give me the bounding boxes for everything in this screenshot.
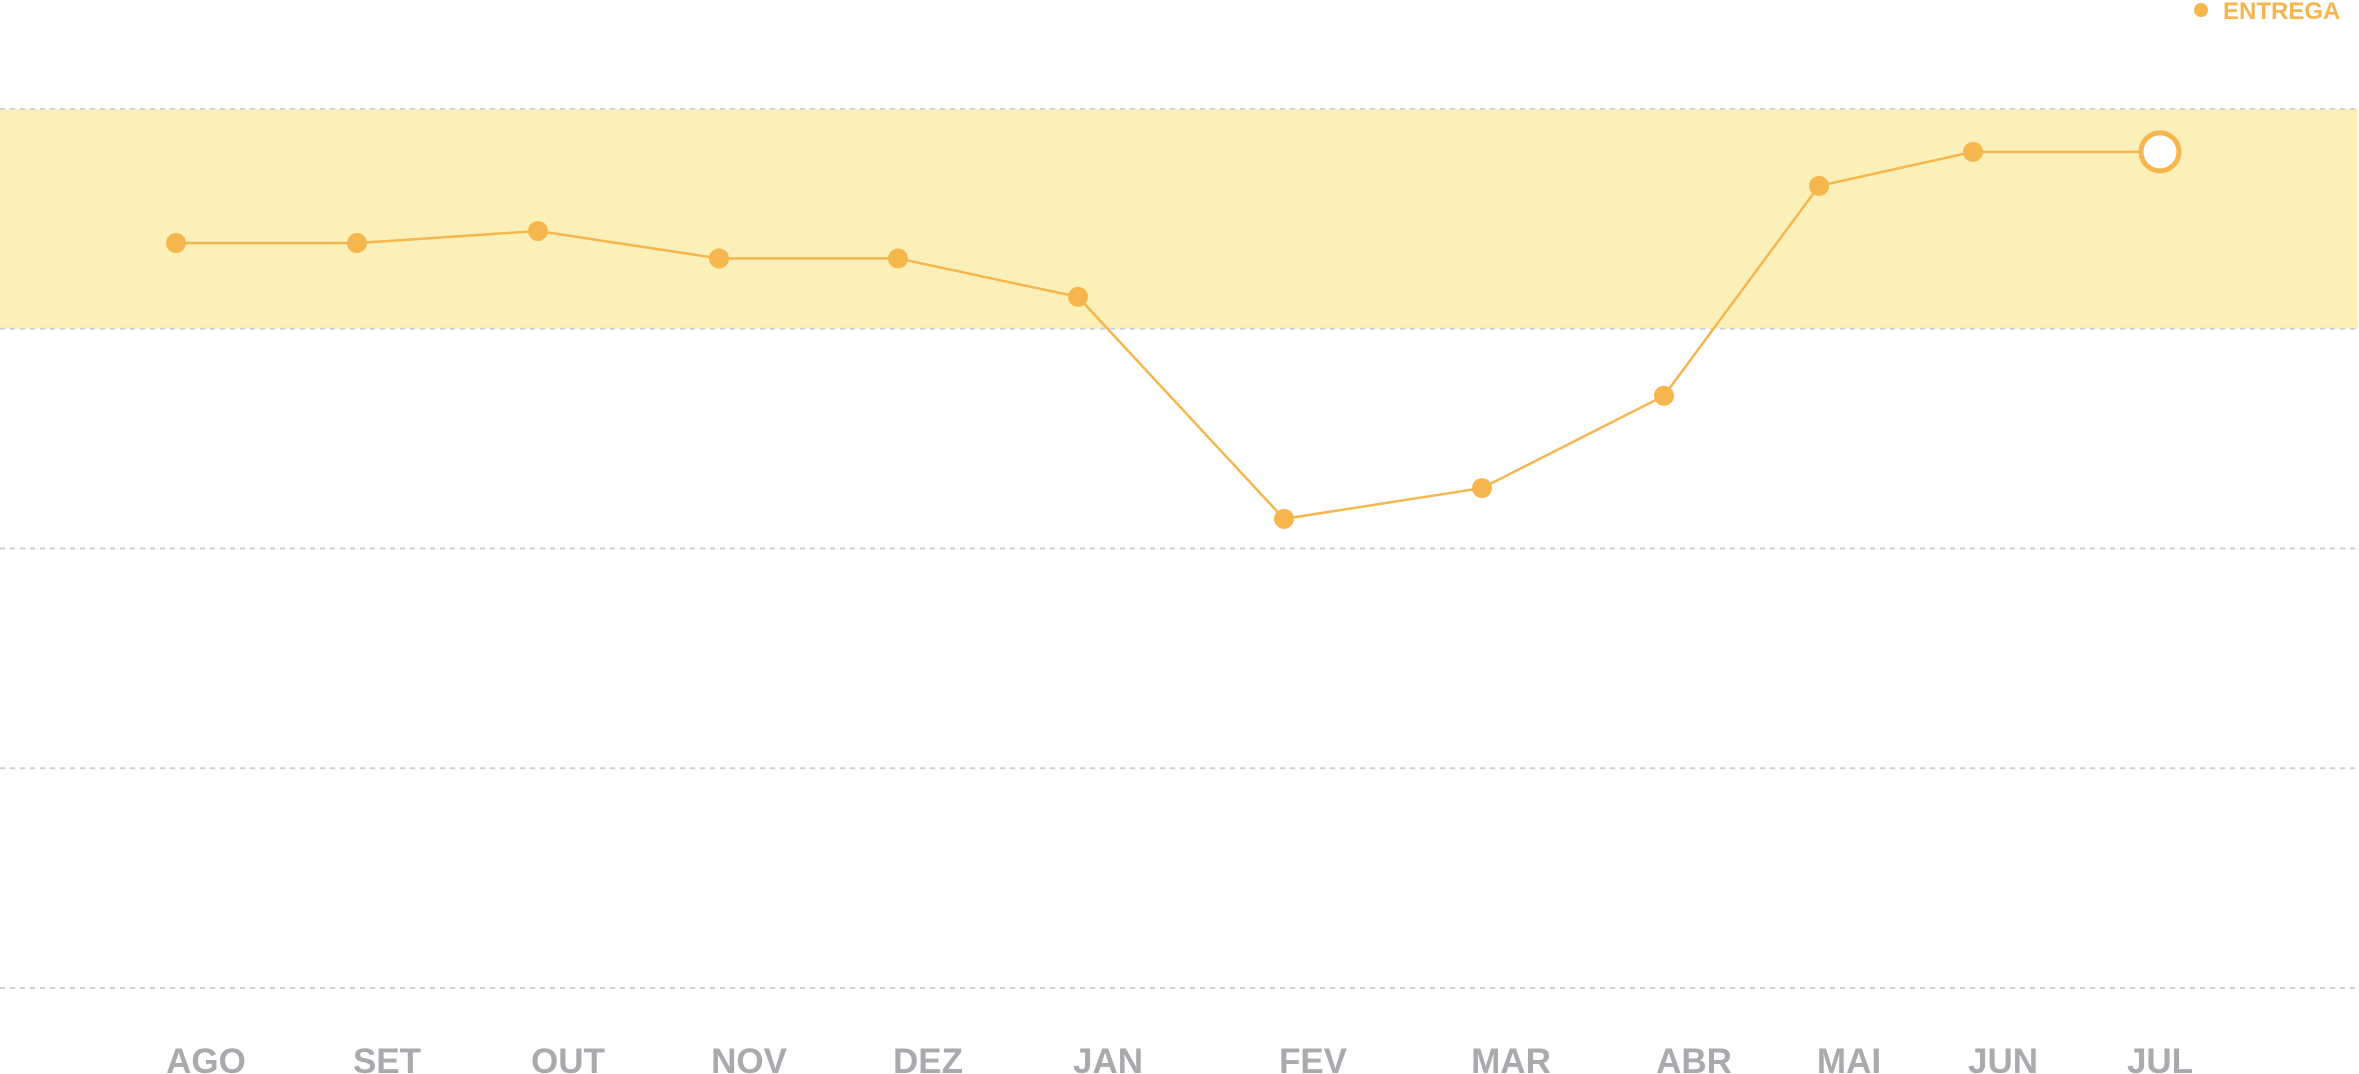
- data-point[interactable]: [709, 248, 729, 269]
- data-point[interactable]: [1068, 286, 1088, 307]
- data-point[interactable]: [1274, 508, 1294, 529]
- x-tick-label: MAR: [1471, 1042, 1551, 1074]
- x-tick-label: OUT: [531, 1042, 605, 1074]
- x-tick-label: FEV: [1279, 1042, 1348, 1074]
- x-tick-label: DEZ: [893, 1042, 963, 1074]
- x-tick-label: JUN: [1968, 1042, 2038, 1074]
- x-tick-label: NOV: [711, 1042, 788, 1074]
- legend-dot: [2194, 3, 2208, 17]
- x-tick-label: ABR: [1656, 1042, 1732, 1074]
- x-tick-label: SET: [353, 1042, 421, 1074]
- legend-label: ENTREGA: [2223, 0, 2340, 25]
- x-tick-label: MAI: [1817, 1042, 1881, 1074]
- target-band-layer: [0, 109, 2358, 329]
- data-point[interactable]: [528, 220, 548, 241]
- x-tick-label: JUL: [2127, 1042, 2193, 1074]
- legend: ENTREGA: [2194, 0, 2340, 25]
- data-point-current[interactable]: [2138, 130, 2182, 174]
- x-axis: AGO SET OUT NOV DEZ JAN FEV MAR ABR MAI JUN JUL: [166, 1042, 2193, 1074]
- gridlines: [0, 108, 2358, 989]
- data-point[interactable]: [1472, 478, 1492, 499]
- data-point[interactable]: [1963, 141, 1983, 162]
- target-band: [0, 109, 2358, 329]
- x-tick-label: JAN: [1073, 1042, 1143, 1074]
- data-point[interactable]: [888, 248, 908, 269]
- series-layer: [166, 130, 2182, 529]
- data-point[interactable]: [1809, 175, 1829, 196]
- x-tick-label: AGO: [166, 1042, 246, 1074]
- data-point[interactable]: [166, 233, 186, 254]
- series-line: [176, 150, 2160, 521]
- data-point[interactable]: [1654, 385, 1674, 406]
- data-point[interactable]: [347, 233, 367, 254]
